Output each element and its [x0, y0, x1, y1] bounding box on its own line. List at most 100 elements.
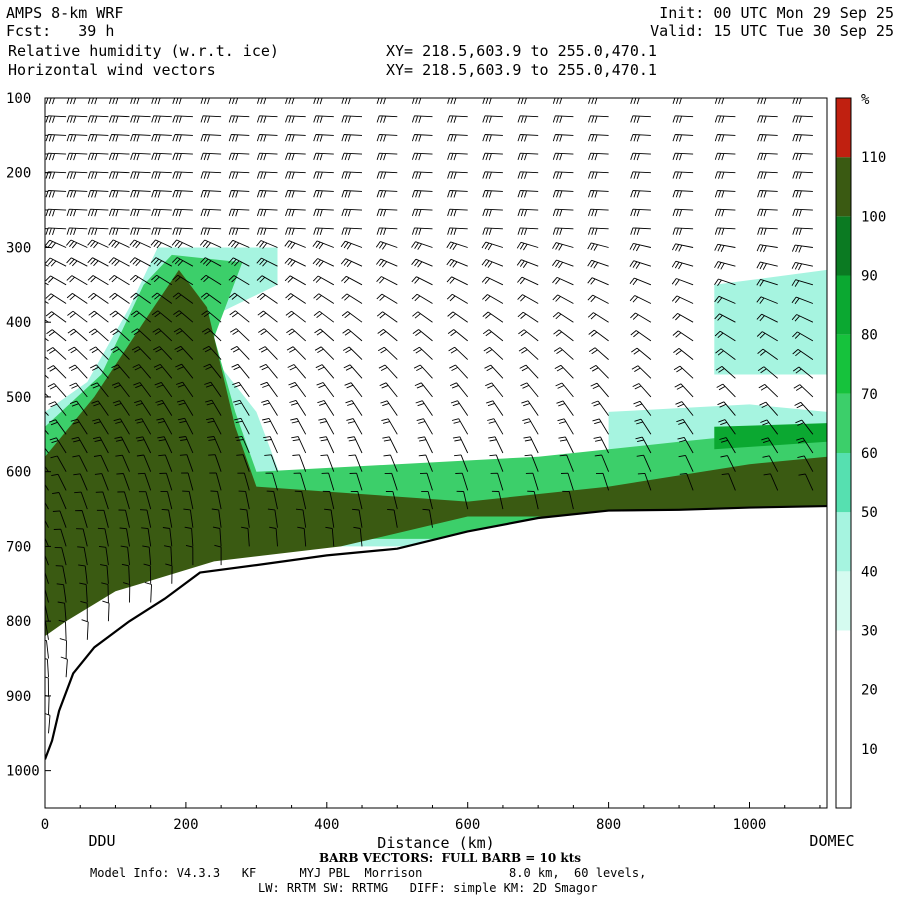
wind-barb	[411, 115, 433, 123]
wind-barb	[235, 436, 250, 454]
wind-barb	[135, 436, 152, 454]
wind-barb	[114, 436, 130, 454]
wind-barb	[66, 275, 88, 286]
wind-barb	[45, 465, 49, 472]
colorbar-swatch	[836, 512, 851, 572]
wind-barb	[47, 365, 67, 379]
model-info: Model Info: V4.3.3 KF MYJ PBL Morrison 8…	[90, 866, 647, 880]
wind-barb	[75, 510, 88, 528]
wind-barb	[172, 190, 193, 198]
wind-barb	[45, 257, 67, 267]
wind-barb	[171, 239, 194, 249]
wind-barb	[200, 274, 222, 286]
wind-barb	[590, 382, 609, 398]
wind-barb	[677, 436, 694, 454]
wind-barb	[320, 454, 335, 472]
wind-barb	[672, 115, 694, 123]
wind-barb	[721, 473, 736, 491]
forecast-hour: Fcst: 39 h	[6, 22, 115, 40]
wind-barb	[159, 472, 173, 491]
wind-barb	[714, 330, 736, 342]
wind-barb	[411, 190, 433, 198]
wind-barb	[151, 310, 173, 323]
colorbar: 10 20 30 40 50 60 70 80 90 100 110%	[835, 92, 886, 809]
wind-barb	[795, 419, 814, 435]
wind-barb	[482, 227, 503, 236]
wind-barb	[130, 190, 151, 198]
wind-barb	[131, 346, 152, 360]
wind-barb	[130, 98, 151, 105]
wind-barb	[559, 454, 574, 472]
wind-barb	[672, 313, 694, 323]
wind-barb	[552, 134, 574, 142]
wind-barb	[313, 293, 335, 304]
wind-barb	[525, 472, 539, 491]
wind-barb	[517, 227, 539, 236]
wind-barb	[48, 419, 67, 435]
wind-barb	[108, 152, 130, 161]
wind-barb	[134, 418, 152, 435]
wind-barb	[594, 454, 610, 472]
wind-barb	[482, 311, 504, 323]
wind-barb	[714, 190, 736, 198]
wind-barb	[108, 208, 130, 217]
wind-barb	[179, 454, 194, 472]
wind-barb	[348, 454, 363, 472]
wind-barb	[132, 364, 152, 379]
wind-barb	[452, 436, 469, 454]
wind-barb	[756, 261, 778, 270]
field-title-wind: Horizontal wind vectors	[8, 61, 216, 79]
wind-barb	[160, 490, 173, 510]
x-tick-label: 600	[455, 817, 480, 833]
wind-barb	[96, 509, 109, 528]
colorbar-label: 90	[861, 269, 878, 285]
wind-barb	[587, 294, 609, 304]
wind-barb	[758, 384, 779, 398]
wind-barb	[288, 381, 307, 398]
wind-barb	[151, 171, 172, 179]
wind-barb	[552, 259, 574, 269]
wind-barb	[630, 152, 651, 161]
wind-barb	[294, 490, 307, 510]
wind-barb	[45, 208, 67, 217]
wind-barb	[87, 227, 109, 236]
wind-barb	[376, 134, 398, 142]
colorbar-label: 30	[861, 624, 878, 640]
wind-barb	[516, 259, 539, 268]
wind-barb	[482, 152, 503, 161]
wind-barb	[79, 582, 88, 603]
wind-barb	[416, 418, 433, 435]
wind-barb	[45, 115, 67, 123]
wind-barb	[791, 314, 814, 323]
wind-barb	[137, 472, 152, 491]
wind-barb	[517, 311, 539, 323]
wind-barb	[212, 526, 222, 547]
colorbar-label: 40	[861, 564, 878, 580]
wind-barb	[87, 208, 109, 217]
wind-barb	[284, 257, 306, 267]
wind-barb	[234, 417, 250, 435]
wind-barb	[130, 227, 151, 236]
wind-barb	[67, 310, 88, 323]
wind-barb	[130, 134, 151, 142]
barb-legend: BARB VECTORS: FULL BARB = 10 kts	[318, 851, 582, 865]
wind-barb	[714, 227, 736, 236]
colorbar-swatch	[836, 157, 851, 217]
terrain-line	[45, 504, 827, 760]
wind-barb	[45, 227, 67, 236]
wind-barb	[630, 171, 651, 179]
wind-barb	[129, 274, 151, 286]
wind-barb	[714, 261, 736, 270]
wind-barb	[521, 400, 539, 416]
wind-barb	[201, 310, 222, 323]
wind-barb	[45, 171, 67, 179]
wind-barb	[182, 490, 194, 510]
wind-barb	[45, 275, 67, 286]
wind-barb	[108, 171, 130, 179]
physics-info: LW: RRTM SW: RRTMG DIFF: simple KM: 2D S…	[258, 881, 598, 895]
wind-barb	[134, 400, 152, 416]
wind-barb	[385, 491, 398, 510]
wind-barb	[210, 490, 222, 510]
wind-barb	[588, 190, 609, 198]
wind-barb	[376, 227, 398, 236]
